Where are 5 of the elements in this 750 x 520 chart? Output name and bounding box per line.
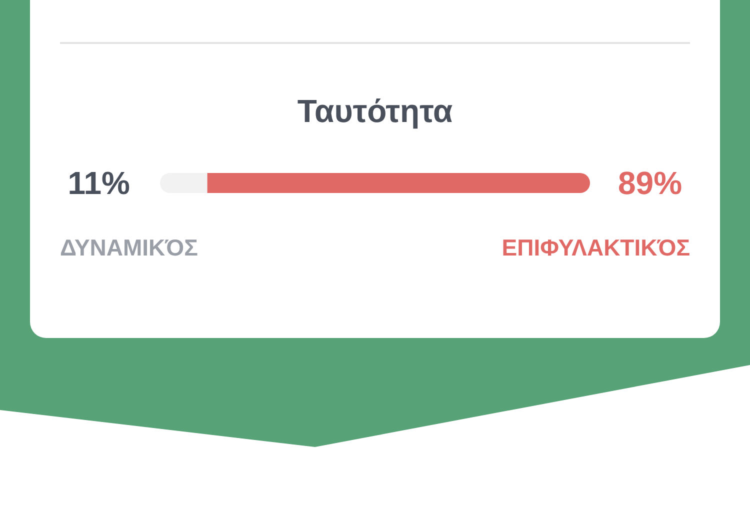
chart-title: Ταυτότητα: [297, 93, 453, 129]
series-label: ΔΥΝΑΜΙΚΌΣ: [60, 234, 198, 260]
data-label: 11%: [68, 165, 130, 201]
data-label: 89%: [618, 165, 682, 201]
series-label: ΕΠΙΦΥΛΑΚΤΙΚΌΣ: [502, 234, 690, 260]
